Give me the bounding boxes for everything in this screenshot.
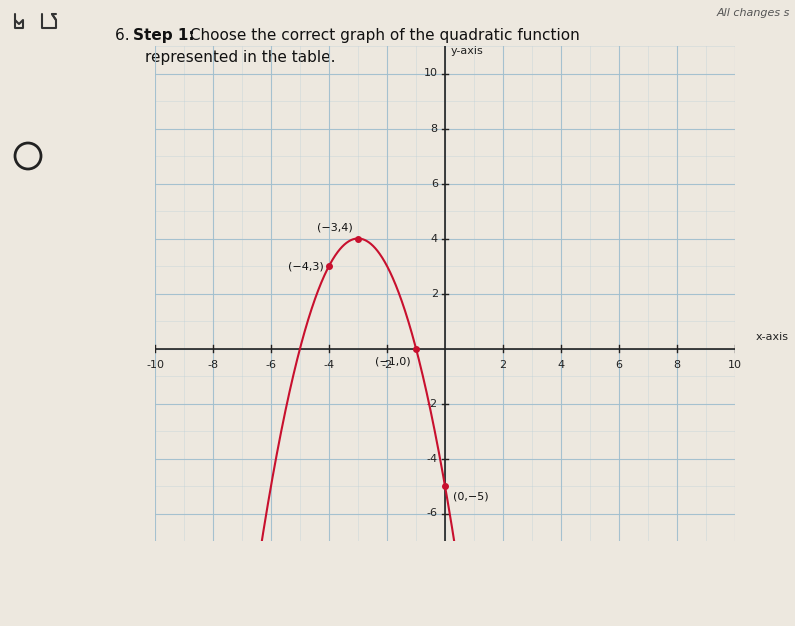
Text: 2: 2 (499, 359, 506, 369)
Text: 8: 8 (673, 359, 681, 369)
Text: y-axis: y-axis (451, 46, 483, 56)
Text: 10: 10 (728, 359, 742, 369)
Text: 6: 6 (431, 178, 438, 188)
Text: -6: -6 (427, 508, 438, 518)
Text: -4: -4 (427, 453, 438, 463)
Text: 4: 4 (431, 233, 438, 244)
Text: (−1,0): (−1,0) (374, 357, 410, 367)
Text: (0,−5): (0,−5) (453, 491, 489, 501)
Text: Choose the correct graph of the quadratic function: Choose the correct graph of the quadrati… (185, 28, 580, 43)
Text: -4: -4 (324, 359, 335, 369)
Text: All changes s: All changes s (716, 8, 790, 18)
Text: Step 1:: Step 1: (133, 28, 195, 43)
Text: -8: -8 (207, 359, 219, 369)
Text: -2: -2 (427, 399, 438, 409)
Text: -6: -6 (266, 359, 277, 369)
Text: (−3,4): (−3,4) (316, 223, 352, 233)
Text: 4: 4 (557, 359, 564, 369)
Text: 6: 6 (615, 359, 622, 369)
Text: 10: 10 (424, 68, 438, 78)
Text: represented in the table.: represented in the table. (145, 50, 335, 65)
Text: -2: -2 (382, 359, 393, 369)
Text: 8: 8 (431, 123, 438, 133)
Text: 6.: 6. (115, 28, 134, 43)
Text: -10: -10 (146, 359, 164, 369)
Text: 2: 2 (431, 289, 438, 299)
Text: (−4,3): (−4,3) (288, 261, 324, 271)
Text: x-axis: x-axis (755, 332, 789, 342)
